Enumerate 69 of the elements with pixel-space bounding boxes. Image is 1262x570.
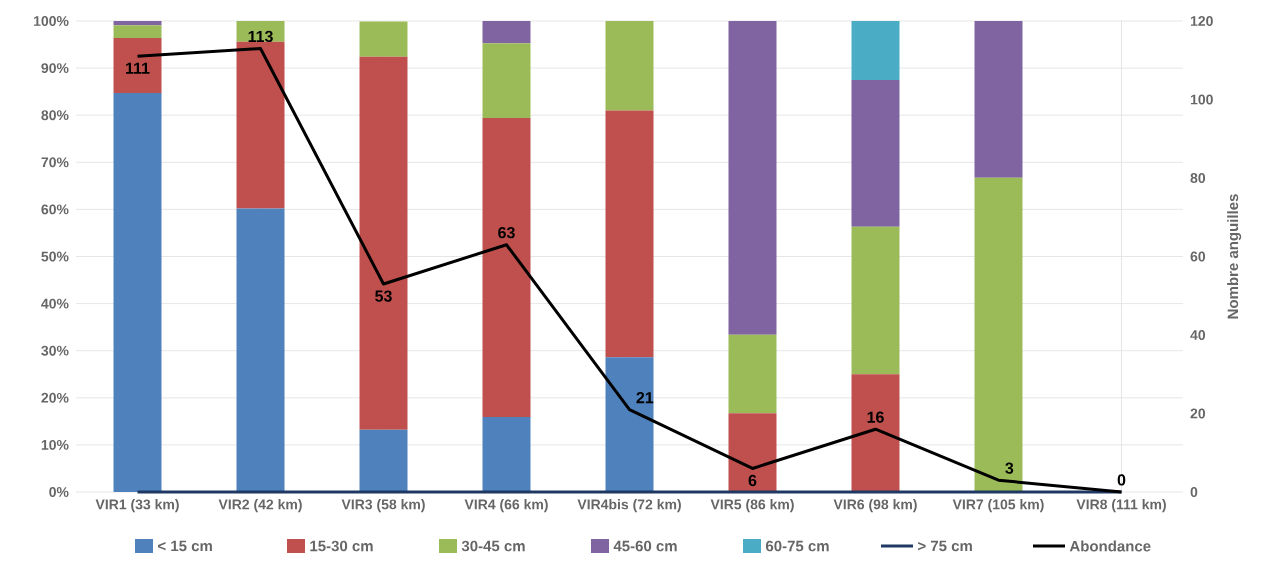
- y2-tick-label: 120: [1190, 16, 1213, 26]
- x-tick-label: VIR2 (42 km): [218, 499, 302, 513]
- data-label: 0: [1117, 474, 1126, 486]
- y-tick-label: 60%: [41, 204, 69, 215]
- x-tick-label: VIR4bis (72 km): [577, 499, 681, 513]
- data-label: 113: [248, 30, 273, 43]
- legend-label: 30-45 cm: [461, 540, 525, 552]
- y-tick-label: 50%: [41, 251, 69, 262]
- y-tick-label: 40%: [41, 298, 69, 309]
- data-label: 3: [1005, 462, 1014, 474]
- bar: [482, 417, 531, 492]
- data-label: 21: [636, 392, 654, 404]
- y-tick-label: 100%: [34, 16, 69, 26]
- x-tick-label: VIR6 (98 km): [833, 499, 917, 513]
- y2-tick-label: 80: [1190, 173, 1206, 183]
- bar: [482, 21, 531, 44]
- legend-label: Abondance: [1069, 540, 1151, 552]
- legend-label: 45-60 cm: [613, 540, 677, 552]
- bar: [605, 357, 654, 492]
- bar: [482, 43, 531, 119]
- bar: [851, 226, 900, 375]
- y-tick-label: 10%: [41, 439, 69, 450]
- bar: [113, 25, 162, 38]
- x-tick-label: VIR4 (66 km): [464, 499, 548, 513]
- x-tick-label: VIR7 (105 km): [952, 499, 1044, 513]
- bar: [728, 413, 777, 492]
- bar: [974, 177, 1023, 492]
- y2-axis-title: Nombre anguilles: [1227, 194, 1242, 319]
- legend-label: > 75 cm: [918, 540, 972, 552]
- bar: [113, 21, 162, 26]
- bar: [851, 21, 900, 80]
- y-tick-label: 30%: [41, 345, 69, 356]
- y-tick-label: 70%: [41, 157, 69, 168]
- x-tick-label: VIR3 (58 km): [341, 499, 425, 513]
- y-tick-label: 80%: [41, 110, 69, 121]
- x-tick-label: VIR5 (86 km): [710, 499, 794, 513]
- data-label: 16: [867, 411, 884, 423]
- y-tick-label: 0%: [49, 487, 69, 497]
- bar: [851, 374, 900, 492]
- x-tick-label: VIR1 (33 km): [95, 499, 179, 513]
- bar: [359, 429, 408, 492]
- bar: [851, 79, 900, 227]
- bar: [974, 21, 1023, 178]
- data-label: 63: [498, 226, 515, 239]
- y2-tick-label: 60: [1190, 251, 1206, 262]
- legend-label: 60-75 cm: [765, 540, 829, 552]
- y2-tick-label: 40: [1190, 330, 1206, 340]
- bar: [605, 110, 654, 358]
- bar: [605, 21, 654, 111]
- y2-tick-label: 20: [1190, 408, 1206, 419]
- data-label: 111: [126, 62, 150, 74]
- bar: [113, 37, 162, 94]
- y-tick-label: 20%: [41, 392, 69, 403]
- bar: [236, 41, 285, 209]
- bar: [236, 208, 285, 492]
- bar: [728, 334, 777, 414]
- bar: [113, 93, 162, 492]
- y2-tick-label: 0: [1190, 487, 1198, 497]
- legend-label: < 15 cm: [158, 540, 212, 552]
- legend-label: 15-30 cm: [310, 540, 373, 552]
- bar: [482, 118, 531, 418]
- bar: [359, 56, 408, 430]
- data-label: 6: [748, 474, 757, 487]
- x-tick-label: VIR8 (111 km): [1076, 499, 1166, 513]
- y2-tick-label: 100: [1190, 94, 1213, 105]
- data-label: 53: [375, 290, 392, 302]
- bar: [728, 21, 777, 335]
- bar: [359, 21, 408, 57]
- y-tick-label: 90%: [41, 63, 69, 74]
